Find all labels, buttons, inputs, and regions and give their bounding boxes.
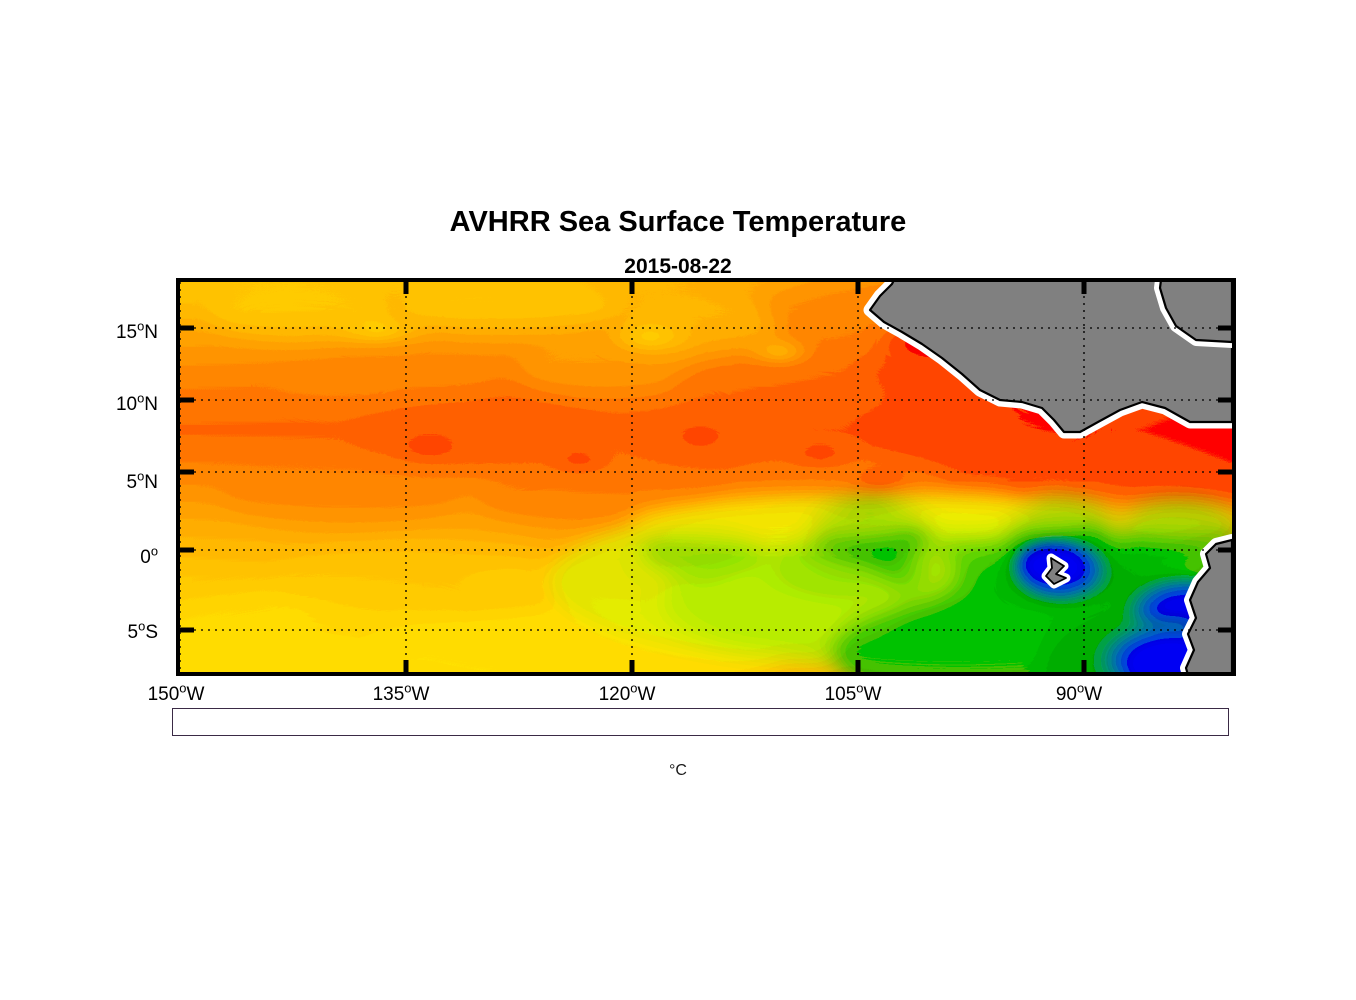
colorbar[interactable] [172,708,1229,736]
colorbar-unit-label: °C [669,762,687,779]
ytick-label-equator: 0o [140,543,158,568]
xtick-label-135w: 135oW [372,680,430,705]
xtick-label-90w: 90oW [1055,680,1103,705]
axis-ticks [180,282,1232,672]
xtick-label-150w: 150oW [147,680,205,705]
ytick-label-10n: 10oN [115,390,158,415]
land-group [863,282,1232,672]
map-plot-area [176,278,1236,676]
ytick-label-5n: 5oN [126,468,159,493]
ytick-label-15n: 15oN [115,318,158,343]
colorbar-gradient [172,708,1229,736]
colorbar-border [172,708,1229,736]
figure-subtitle-date: 2015-08-22 [624,255,732,278]
xtick-label-120w: 120oW [598,680,656,705]
gridlines [180,282,1232,672]
sst-heatmap [180,282,1232,672]
ytick-label-5s: 5oS [127,618,158,643]
page-title: AVHRR Sea Surface Temperature [449,206,907,238]
sst-field-svg [180,282,1232,672]
xtick-label-105w: 105oW [824,680,882,705]
